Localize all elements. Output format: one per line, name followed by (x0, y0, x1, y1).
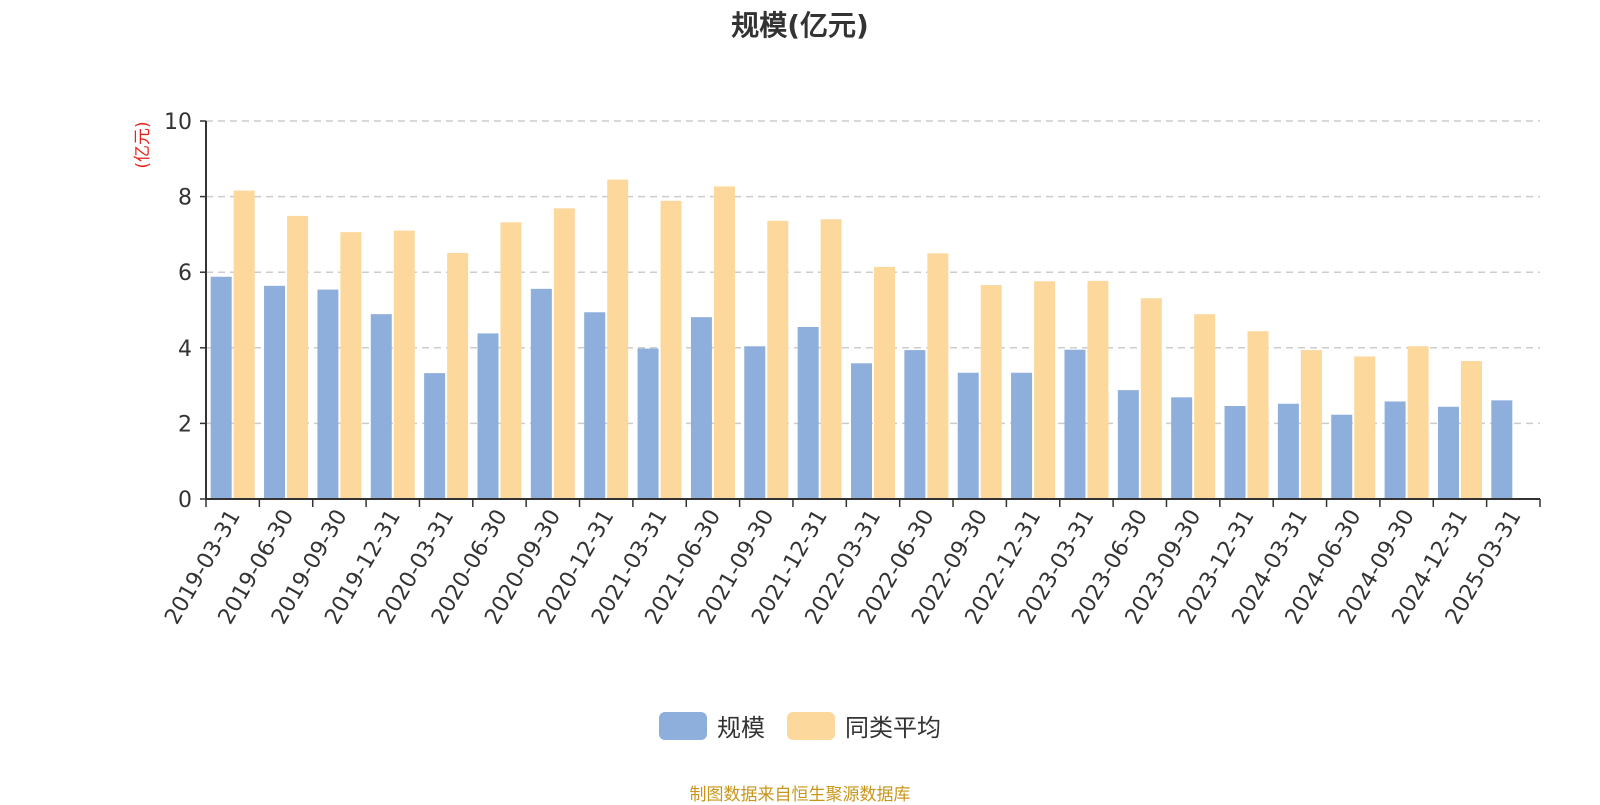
bar-scale[interactable] (1224, 406, 1246, 499)
bar-scale[interactable] (1117, 390, 1139, 499)
bar-peer-average[interactable] (1034, 281, 1056, 499)
y-tick-label: 4 (178, 337, 192, 362)
y-tick-label: 10 (164, 110, 192, 135)
bar-scale[interactable] (851, 363, 872, 499)
bar-scale[interactable] (797, 327, 819, 499)
legend-item-scale[interactable]: 规模 (659, 708, 765, 743)
bar-peer-average[interactable] (980, 285, 1002, 499)
bar-scale[interactable] (1491, 400, 1513, 499)
y-tick-label: 8 (178, 186, 192, 211)
bar-scale[interactable] (317, 289, 339, 499)
bar-peer-average[interactable] (607, 179, 629, 499)
y-tick-label: 6 (178, 261, 192, 286)
bar-peer-average[interactable] (1087, 280, 1109, 499)
bar-scale[interactable] (370, 314, 392, 499)
source-note: 制图数据来自恒生聚源数据库 (689, 785, 911, 805)
bar-scale[interactable] (1171, 397, 1193, 499)
bar-scale[interactable] (957, 372, 979, 499)
bar-peer-average[interactable] (1140, 298, 1162, 499)
bar-peer-average[interactable] (447, 252, 469, 499)
bar-scale[interactable] (264, 285, 286, 499)
bar-scale[interactable] (1277, 403, 1299, 499)
y-tick-label: 0 (178, 488, 192, 513)
bar-scale[interactable] (1064, 349, 1086, 499)
bar-scale[interactable] (530, 288, 552, 499)
bar-peer-average[interactable] (1247, 331, 1269, 499)
legend-swatch-peer-average (787, 711, 835, 740)
bar-scale[interactable] (690, 317, 712, 499)
bar-scale[interactable] (477, 333, 499, 499)
bar-peer-average[interactable] (820, 219, 842, 499)
bar-scale[interactable] (1011, 372, 1033, 499)
bar-peer-average[interactable] (500, 222, 522, 499)
bar-scale[interactable] (1331, 414, 1353, 499)
bar-scale[interactable] (744, 346, 766, 499)
legend-label-scale: 规模 (717, 714, 765, 742)
bar-scale[interactable] (424, 373, 446, 499)
bar-scale[interactable] (1437, 406, 1459, 499)
bar-peer-average[interactable] (1354, 356, 1376, 499)
legend: 规模 同类平均 (0, 708, 1600, 743)
bar-peer-average[interactable] (660, 200, 682, 499)
bar-peer-average[interactable] (233, 190, 255, 499)
bar-peer-average[interactable] (713, 186, 735, 500)
bar-peer-average[interactable] (393, 230, 415, 499)
bar-peer-average[interactable] (340, 232, 362, 499)
bar-scale[interactable] (210, 276, 232, 499)
y-axis-label: (亿元) (133, 121, 153, 168)
bar-scale[interactable] (584, 312, 606, 499)
axes: 02468102019-03-312019-06-302019-09-30201… (160, 110, 1541, 629)
bar-scale[interactable] (637, 348, 659, 499)
legend-swatch-scale (659, 711, 707, 740)
chart-title: 规模(亿元) (731, 9, 869, 42)
legend-label-peer-average: 同类平均 (845, 714, 941, 742)
bar-peer-average[interactable] (1300, 350, 1322, 499)
bar-peer-average[interactable] (1194, 314, 1216, 499)
bar-peer-average[interactable] (1407, 346, 1429, 499)
bar-peer-average[interactable] (767, 220, 789, 500)
bar-peer-average[interactable] (287, 215, 309, 500)
bar-peer-average[interactable] (927, 253, 949, 499)
bars (210, 179, 1513, 500)
bar-scale[interactable] (904, 350, 926, 499)
y-tick-label: 2 (178, 412, 192, 437)
bar-scale[interactable] (1384, 401, 1406, 499)
bar-peer-average[interactable] (553, 208, 575, 499)
bar-peer-average[interactable] (1460, 361, 1482, 499)
bar-peer-average[interactable] (874, 266, 895, 499)
legend-item-peer-average[interactable]: 同类平均 (787, 708, 941, 743)
